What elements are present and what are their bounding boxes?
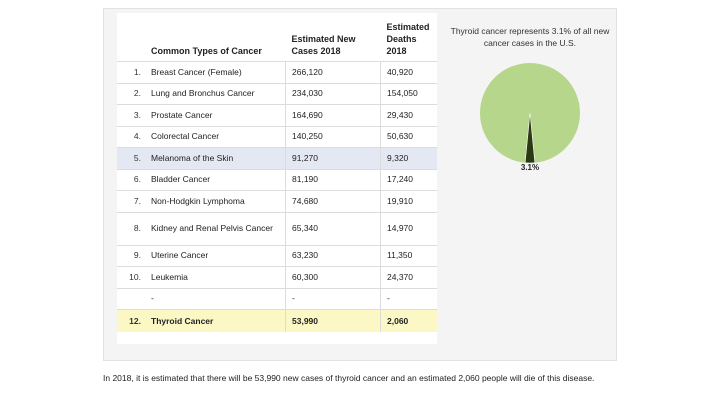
row-deaths: 29,430 xyxy=(380,104,437,126)
row-rank: 5. xyxy=(117,147,145,169)
row-new-cases: 234,030 xyxy=(285,82,381,105)
table-row-ellipsis: - - - xyxy=(117,287,437,310)
row-new-cases: 91,270 xyxy=(285,147,381,169)
row-new-cases: - xyxy=(285,287,381,310)
row-new-cases: 266,120 xyxy=(285,61,381,83)
row-new-cases: 60,300 xyxy=(285,266,381,288)
row-new-cases: 63,230 xyxy=(285,244,381,267)
header-deaths: Estimated Deaths 2018 xyxy=(386,22,430,56)
row-deaths: 50,630 xyxy=(380,125,437,148)
row-deaths: 2,060 xyxy=(380,309,437,332)
row-cancer-name: Bladder Cancer xyxy=(145,168,286,191)
row-cancer-name: Colorectal Cancer xyxy=(145,125,286,148)
row-deaths: 11,350 xyxy=(380,244,437,267)
footer-text: In 2018, it is estimated that there will… xyxy=(103,373,595,383)
table-row: 3. Prostate Cancer 164,690 29,430 xyxy=(117,104,437,126)
stat-panel: Common Types of Cancer Estimated New Cas… xyxy=(103,8,617,361)
table-row: 1. Breast Cancer (Female) 266,120 40,920 xyxy=(117,61,437,83)
row-deaths: 9,320 xyxy=(380,147,437,169)
row-rank: 1. xyxy=(117,61,145,83)
row-rank: 12. xyxy=(117,309,145,332)
row-rank: 9. xyxy=(117,244,145,267)
pie-chart-section: Thyroid cancer represents 3.1% of all ne… xyxy=(449,21,611,172)
row-cancer-name: - xyxy=(145,287,286,310)
table-row: 10. Leukemia 60,300 24,370 xyxy=(117,266,437,288)
pie-percent-label: 3.1% xyxy=(520,163,540,172)
cancer-table-card: Common Types of Cancer Estimated New Cas… xyxy=(117,13,437,344)
table-row: 7. Non-Hodgkin Lymphoma 74,680 19,910 xyxy=(117,190,437,212)
row-deaths: 40,920 xyxy=(380,61,437,83)
table-header-row: Common Types of Cancer Estimated New Cas… xyxy=(117,13,437,62)
row-cancer-name: Non-Hodgkin Lymphoma xyxy=(145,190,286,212)
table-row: 9. Uterine Cancer 63,230 11,350 xyxy=(117,244,437,267)
row-cancer-name: Leukemia xyxy=(145,266,286,288)
table-row-thyroid: 12. Thyroid Cancer 53,990 2,060 xyxy=(117,309,437,332)
pie-slice-thyroid xyxy=(524,112,536,163)
row-cancer-name: Breast Cancer (Female) xyxy=(145,61,286,83)
row-deaths: 24,370 xyxy=(380,266,437,288)
row-new-cases: 53,990 xyxy=(285,309,381,332)
pie-caption: Thyroid cancer represents 3.1% of all ne… xyxy=(450,26,610,48)
row-rank: 6. xyxy=(117,168,145,191)
row-cancer-name: Prostate Cancer xyxy=(145,104,286,126)
row-deaths: 154,050 xyxy=(380,82,437,105)
header-new-cases: Estimated New Cases 2018 xyxy=(291,34,356,56)
row-new-cases: 140,250 xyxy=(285,125,381,148)
row-rank: 2. xyxy=(117,82,145,105)
table-row: 6. Bladder Cancer 81,190 17,240 xyxy=(117,168,437,191)
row-cancer-name: Lung and Bronchus Cancer xyxy=(145,82,286,105)
row-deaths: - xyxy=(380,287,437,310)
header-cancer-type: Common Types of Cancer xyxy=(151,46,262,56)
cancer-table: Common Types of Cancer Estimated New Cas… xyxy=(117,13,437,332)
pie-chart xyxy=(480,63,580,163)
row-deaths: 19,910 xyxy=(380,190,437,212)
row-rank: 4. xyxy=(117,125,145,148)
row-new-cases: 65,340 xyxy=(285,211,381,245)
row-rank: 3. xyxy=(117,104,145,126)
row-new-cases: 81,190 xyxy=(285,168,381,191)
table-row: 4. Colorectal Cancer 140,250 50,630 xyxy=(117,125,437,148)
row-rank: 7. xyxy=(117,190,145,212)
table-row-highlighted: 5. Melanoma of the Skin 91,270 9,320 xyxy=(117,147,437,169)
row-new-cases: 164,690 xyxy=(285,104,381,126)
row-deaths: 14,970 xyxy=(380,211,437,245)
row-rank: 8. xyxy=(117,211,145,245)
row-deaths: 17,240 xyxy=(380,168,437,191)
row-new-cases: 74,680 xyxy=(285,190,381,212)
row-cancer-name: Melanoma of the Skin xyxy=(145,147,286,169)
table-row: 8. Kidney and Renal Pelvis Cancer 65,340… xyxy=(117,211,437,245)
header-rank xyxy=(117,13,145,62)
row-rank: 10. xyxy=(117,266,145,288)
row-cancer-name: Uterine Cancer xyxy=(145,244,286,267)
row-cancer-name: Kidney and Renal Pelvis Cancer xyxy=(145,211,286,245)
row-cancer-name: Thyroid Cancer xyxy=(145,309,286,332)
row-rank xyxy=(117,287,145,310)
table-row: 2. Lung and Bronchus Cancer 234,030 154,… xyxy=(117,82,437,105)
